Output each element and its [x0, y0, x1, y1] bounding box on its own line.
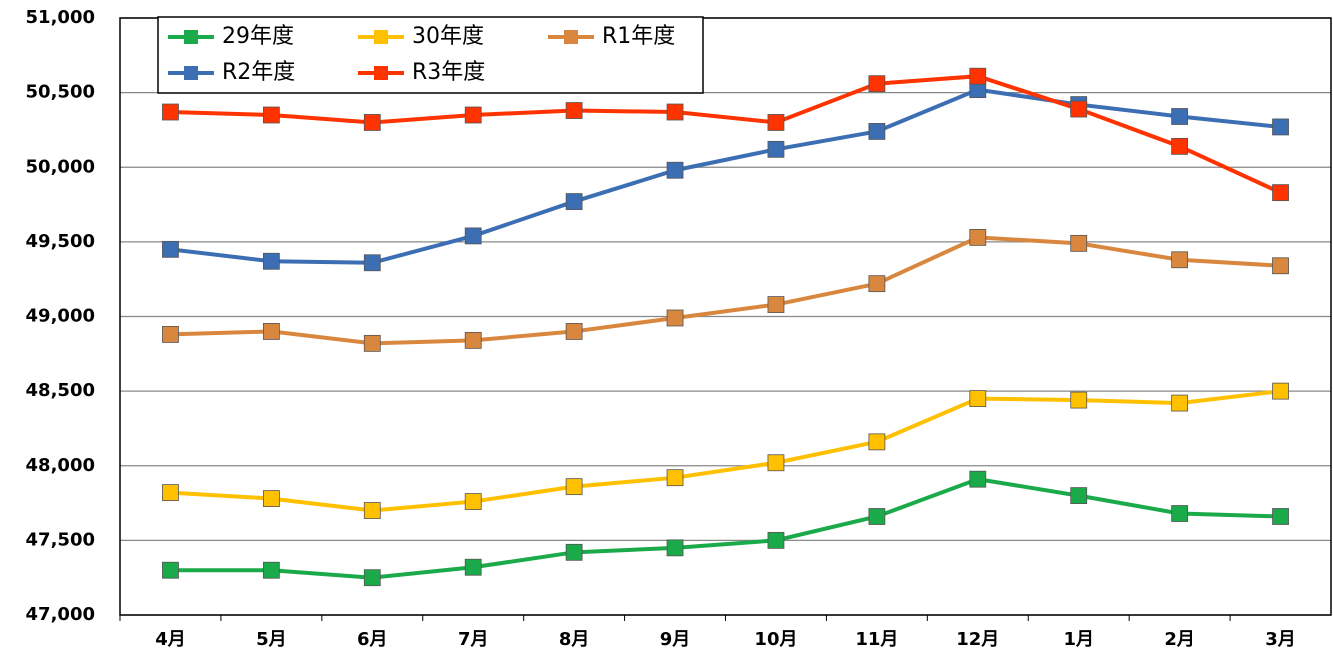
legend-marker — [184, 66, 198, 80]
marker — [162, 103, 179, 121]
x-tick-label: 2月 — [1164, 629, 1195, 650]
marker — [464, 331, 482, 349]
marker — [565, 323, 583, 340]
legend-label: 30年度 — [412, 24, 484, 49]
x-tick-label: 9月 — [660, 629, 691, 650]
marker — [666, 539, 684, 557]
marker — [666, 103, 684, 121]
marker — [363, 502, 381, 519]
marker — [363, 334, 381, 352]
marker — [868, 275, 886, 293]
series-line — [170, 74, 1282, 195]
marker — [565, 193, 583, 210]
marker — [464, 227, 482, 245]
marker — [1272, 382, 1289, 400]
marker — [1272, 184, 1289, 202]
marker — [969, 470, 987, 488]
marker — [767, 296, 785, 313]
marker — [464, 106, 482, 124]
x-tick-label: 4月 — [155, 629, 186, 650]
y-tick-label: 47,000 — [26, 604, 95, 625]
x-tick-label: 1月 — [1063, 629, 1094, 650]
marker — [363, 569, 381, 587]
marker — [666, 161, 684, 179]
marker — [262, 323, 280, 340]
x-tick-label: 7月 — [458, 629, 489, 650]
x-tick-label: 8月 — [559, 629, 590, 650]
marker — [464, 493, 482, 510]
series-line — [170, 477, 1281, 580]
marker — [767, 454, 785, 472]
marker — [565, 478, 583, 496]
legend-box — [157, 16, 704, 94]
marker — [969, 67, 987, 85]
marker — [162, 484, 179, 502]
x-tick-label: 5月 — [256, 629, 287, 650]
marker — [1171, 108, 1189, 125]
y-tick-label: 48,000 — [26, 455, 95, 476]
legend-marker — [374, 66, 388, 80]
x-tick-label: 10月 — [754, 629, 797, 650]
marker — [1272, 118, 1289, 136]
y-tick-label: 49,500 — [26, 231, 95, 252]
y-tick-label: 50,500 — [26, 82, 95, 103]
legend-label: R1年度 — [602, 24, 675, 49]
marker — [767, 140, 785, 158]
marker — [1171, 251, 1189, 269]
x-tick-label: 3月 — [1265, 629, 1296, 650]
marker — [1171, 394, 1189, 412]
marker — [666, 469, 684, 487]
marker — [1070, 391, 1088, 409]
marker — [1272, 508, 1289, 525]
marker — [1171, 137, 1189, 155]
marker — [162, 240, 179, 258]
legend-label: 29年度 — [222, 24, 294, 49]
x-tick-label: 6月 — [357, 629, 388, 650]
marker — [767, 531, 785, 549]
marker — [868, 433, 886, 451]
marker — [868, 508, 886, 525]
marker — [464, 558, 482, 576]
series-line — [170, 389, 1281, 513]
legend-marker — [564, 30, 578, 44]
marker — [262, 561, 280, 579]
legend-marker — [374, 30, 388, 44]
marker — [262, 490, 280, 507]
marker — [262, 252, 280, 270]
legend-marker — [184, 30, 198, 44]
y-tick-label: 49,000 — [26, 306, 95, 327]
marker — [1171, 505, 1189, 522]
y-tick-label: 48,500 — [26, 380, 95, 401]
marker — [363, 254, 381, 272]
marker — [969, 390, 987, 407]
legend-label: R3年度 — [412, 60, 485, 85]
y-tick-label: 47,500 — [26, 529, 95, 550]
marker — [1070, 234, 1088, 252]
y-tick-label: 51,000 — [26, 7, 95, 28]
x-tick-label: 11月 — [855, 629, 898, 650]
marker — [565, 543, 583, 561]
marker — [1272, 257, 1289, 275]
marker — [1070, 100, 1088, 118]
x-tick-label: 12月 — [956, 629, 999, 650]
marker — [767, 114, 785, 131]
marker — [969, 228, 987, 246]
marker — [565, 102, 583, 119]
marker — [363, 114, 381, 131]
marker — [868, 75, 886, 93]
marker — [262, 106, 280, 124]
marker — [1070, 487, 1088, 505]
marker — [162, 561, 179, 579]
marker — [666, 309, 684, 327]
series-line — [170, 87, 1281, 265]
marker — [162, 326, 179, 343]
marker — [868, 123, 886, 140]
series-line — [170, 235, 1281, 346]
legend-label: R2年度 — [222, 60, 295, 85]
y-tick-label: 50,000 — [26, 156, 95, 177]
